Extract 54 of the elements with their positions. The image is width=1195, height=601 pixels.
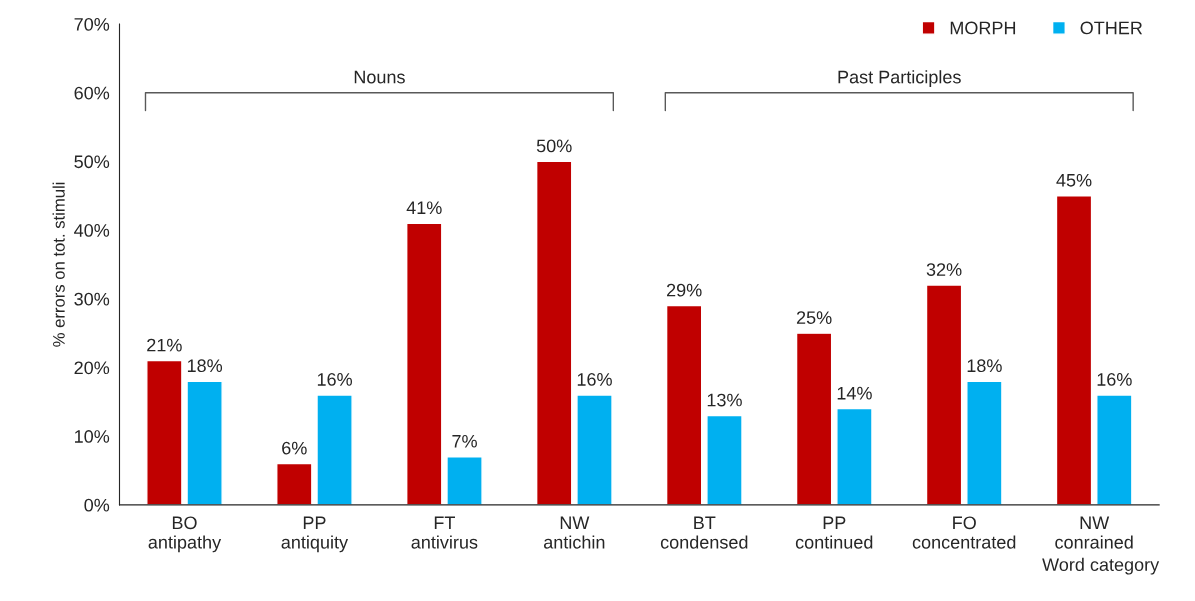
bar (706, 414, 743, 505)
data-label: 13% (707, 393, 742, 407)
bar (276, 462, 313, 505)
data-label: 18% (187, 359, 223, 373)
bar (665, 304, 703, 505)
data-label: 16% (317, 373, 352, 386)
y-tick-label: 60% (74, 86, 110, 100)
legend-label: OTHER (1080, 21, 1143, 35)
data-label: 16% (577, 373, 612, 386)
bar (795, 332, 833, 505)
bar (146, 359, 183, 505)
bar (576, 394, 613, 505)
data-label: 14% (837, 386, 872, 400)
bar (186, 380, 223, 505)
bar (406, 222, 443, 505)
bar (836, 407, 873, 505)
legend-label: MORPH (950, 21, 1016, 35)
data-label: 45% (1056, 173, 1092, 187)
data-label: 7% (452, 434, 477, 448)
data-label: 32% (926, 263, 962, 276)
x-tick-label: PP continued (795, 516, 873, 549)
y-tick-label: 70% (74, 17, 110, 31)
y-tick-label: 10% (75, 430, 110, 443)
y-tick-label: 0% (84, 498, 110, 512)
bar (535, 160, 573, 505)
data-label: 50% (536, 139, 572, 153)
x-axis-title: Word category (1042, 557, 1160, 575)
bar (316, 394, 353, 505)
y-tick-label: 50% (74, 155, 110, 169)
data-label: 25% (796, 311, 832, 324)
x-tick-label: BO antipathy (148, 516, 222, 553)
x-tick-label: NW conrained (1055, 516, 1133, 549)
annotation: Past Participles (838, 70, 961, 88)
x-tick-label: NW antichin (544, 516, 605, 549)
y-tick-label: 30% (74, 292, 110, 306)
bar (925, 284, 963, 505)
data-label: 41% (406, 201, 442, 215)
x-tick-label: PP antiquity (281, 516, 349, 553)
data-label: 21% (147, 338, 182, 352)
data-label: 6% (282, 441, 307, 455)
x-tick-label: FO concentrated (912, 516, 1016, 549)
x-tick-label: BT condensed (660, 516, 748, 549)
bar (1096, 394, 1133, 505)
data-label: 29% (667, 283, 702, 297)
annotation: Nouns (354, 70, 405, 84)
data-label: 16% (1097, 373, 1132, 386)
bar (446, 456, 483, 505)
y-axis-title: % errors on tot. stimuli (52, 182, 65, 347)
x-tick-label: FT antivirus (411, 516, 478, 549)
y-tick-label: 20% (74, 361, 110, 375)
y-tick-label: 40% (74, 224, 110, 237)
bar (966, 380, 1003, 505)
bar (1055, 195, 1093, 505)
data-label: 18% (967, 359, 1002, 373)
